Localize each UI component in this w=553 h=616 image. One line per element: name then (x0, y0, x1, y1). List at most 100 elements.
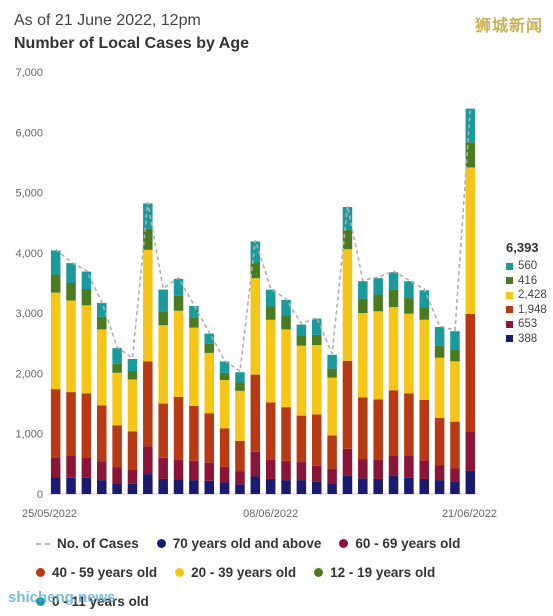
bar-segment-age_0_11 (204, 333, 215, 344)
bar-segment-age_60_69 (296, 462, 307, 481)
breakdown-value: 560 (518, 260, 538, 273)
y-tick-label: 7,000 (15, 67, 43, 79)
bar-segment-age_12_19 (127, 371, 138, 380)
bar-segment-age_12_19 (250, 262, 261, 279)
legend-item-60-69[interactable]: 60 - 69 years old (339, 536, 460, 551)
bar-segment-age_20_39 (66, 300, 76, 393)
bar-segment-age_40_59 (127, 431, 138, 470)
color-swatch-icon (506, 320, 513, 328)
bar-segment-age_70_plus (404, 477, 414, 494)
bar-segment-age_0_11 (112, 348, 122, 364)
bar-segment-age_12_19 (112, 363, 122, 373)
bar-segment-age_60_69 (358, 459, 368, 479)
bar-segment-age_60_69 (143, 446, 153, 475)
bar-segment-age_70_plus (204, 480, 215, 494)
bar-segment-age_70_plus (143, 474, 153, 494)
bar-segment-age_60_69 (419, 460, 430, 479)
bar-segment-age_40_59 (342, 360, 353, 449)
bar-segment-age_0_11 (419, 290, 430, 308)
bar-segment-age_40_59 (96, 405, 107, 462)
dot-icon (314, 568, 324, 577)
bar-segment-age_40_59 (112, 425, 122, 468)
breakdown-row: 653 (506, 317, 551, 332)
bar-segment-age_12_19 (96, 316, 107, 330)
bar-segment-age_60_69 (388, 455, 399, 476)
bar-segment-age_20_39 (219, 380, 230, 429)
bar-segment-age_70_plus (235, 484, 245, 494)
bar-segment-age_70_plus (419, 478, 430, 494)
watermark-logo-bottom: shicheng.news (8, 589, 116, 606)
legend-item-70-plus[interactable]: 70 years old and above (156, 536, 322, 551)
legend-label: 0 - 11 years old (52, 594, 149, 609)
breakdown-value: 2,428 (518, 289, 547, 302)
bar-segment-age_40_59 (388, 390, 399, 456)
bar-segment-age_12_19 (66, 283, 76, 301)
breakdown-value: 388 (518, 332, 538, 345)
bar-segment-age_0_11 (81, 271, 92, 290)
bar-segment-age_12_19 (388, 289, 399, 308)
legend-item-20-39[interactable]: 20 - 39 years old (175, 565, 296, 580)
bar-segment-age_40_59 (204, 413, 215, 463)
legend-item-0-11[interactable]: 0 - 11 years old (36, 594, 149, 609)
legend-label: No. of Cases (57, 536, 139, 551)
y-tick-label: 1,000 (15, 429, 43, 441)
y-tick-label: 5,000 (15, 188, 43, 200)
bar-segment-age_20_39 (158, 325, 168, 404)
dot-icon (36, 568, 45, 577)
y-tick-label: 4,000 (15, 248, 43, 260)
bar-segment-age_12_19 (50, 274, 61, 293)
bar-segment-age_0_11 (235, 372, 245, 383)
bar-segment-age_40_59 (81, 393, 92, 458)
bar-segment-age_60_69 (173, 459, 184, 480)
bar-segment-age_0_11 (327, 354, 337, 369)
bar-segment-age_70_plus (311, 481, 322, 494)
bar-segment-age_60_69 (342, 448, 353, 476)
bar-segment-age_60_69 (235, 471, 245, 485)
bar-segment-age_70_plus (112, 483, 122, 494)
bar-segment-age_40_59 (219, 428, 230, 467)
bar-segment-age_40_59 (173, 396, 184, 460)
bar-segment-age_0_11 (465, 108, 476, 143)
bar-segment-age_0_11 (434, 327, 445, 346)
bar-segment-age_12_19 (404, 298, 414, 314)
bar-segment-age_40_59 (404, 393, 414, 457)
bar-segment-age_60_69 (311, 465, 322, 482)
bar-segment-age_20_39 (143, 249, 153, 362)
legend-label: 12 - 19 years old (330, 565, 436, 580)
legend-label: 20 - 39 years old (191, 565, 297, 580)
bar-segment-age_70_plus (66, 477, 76, 494)
legend-item-total[interactable]: No. of Cases (36, 536, 139, 551)
legend-item-40-59[interactable]: 40 - 59 years old (36, 565, 157, 580)
bar-segment-age_40_59 (189, 405, 199, 461)
breakdown-value: 1,948 (518, 303, 547, 316)
bar-segment-age_12_19 (265, 306, 276, 320)
bar-segment-age_40_59 (327, 435, 337, 469)
latest-day-breakdown: 6,393 560 416 2,428 1,948 653 388 (506, 240, 551, 346)
chart-title: Number of Local Cases by Age (14, 35, 250, 52)
bar-segment-age_0_11 (143, 203, 153, 229)
bar-segment-age_40_59 (235, 440, 245, 472)
bar-segment-age_60_69 (189, 460, 199, 481)
latest-day-total: 6,393 (506, 240, 539, 255)
bar-segment-age_12_19 (373, 294, 383, 312)
bar-segment-age_70_plus (465, 470, 476, 494)
bar-segment-age_20_39 (450, 361, 460, 422)
bar-segment-age_0_11 (127, 358, 138, 372)
bar-segment-age_60_69 (158, 457, 168, 479)
bar-segment-age_40_59 (358, 397, 368, 460)
bar-segment-age_20_39 (265, 319, 276, 403)
bar-segment-age_40_59 (265, 402, 276, 460)
legend-label: 70 years old and above (172, 536, 322, 551)
legend-item-12-19[interactable]: 12 - 19 years old (314, 565, 435, 580)
x-tick-label: 25/05/2022 (22, 508, 77, 520)
bar-segment-age_60_69 (219, 466, 230, 483)
bar-segment-age_70_plus (450, 481, 460, 494)
bar-segment-age_40_59 (158, 403, 168, 458)
bar-segment-age_12_19 (235, 382, 245, 391)
legend-label: 40 - 59 years old (52, 565, 158, 580)
bar-segment-age_70_plus (388, 475, 399, 494)
bar-segment-age_60_69 (127, 469, 138, 484)
bar-segment-age_20_39 (465, 167, 476, 314)
bar-segment-age_0_11 (158, 289, 168, 312)
